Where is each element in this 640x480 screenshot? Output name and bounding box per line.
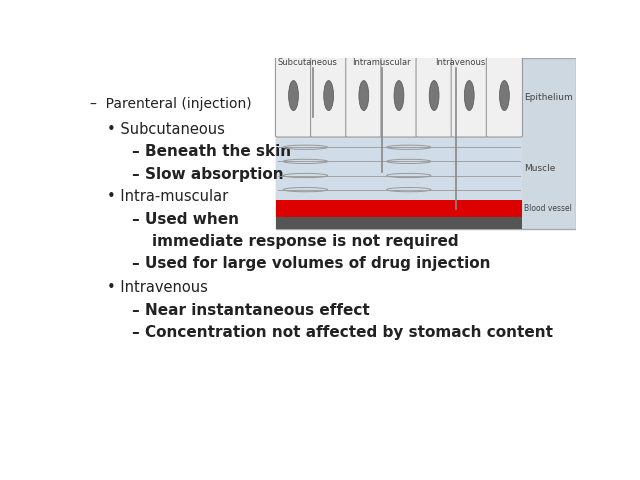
Ellipse shape <box>359 81 369 110</box>
FancyBboxPatch shape <box>486 57 522 137</box>
Ellipse shape <box>499 81 509 110</box>
Ellipse shape <box>465 81 474 110</box>
FancyBboxPatch shape <box>381 57 417 137</box>
FancyBboxPatch shape <box>276 137 522 200</box>
FancyBboxPatch shape <box>276 58 576 229</box>
Text: – Used for large volumes of drug injection: – Used for large volumes of drug injecti… <box>132 256 491 271</box>
Ellipse shape <box>394 81 404 110</box>
Text: • Intravenous: • Intravenous <box>108 280 208 295</box>
Text: Epithelium: Epithelium <box>524 93 573 102</box>
Text: immediate response is not required: immediate response is not required <box>152 234 458 249</box>
FancyBboxPatch shape <box>310 57 347 137</box>
FancyBboxPatch shape <box>276 58 522 137</box>
Text: – Concentration not affected by stomach content: – Concentration not affected by stomach … <box>132 325 553 340</box>
FancyBboxPatch shape <box>451 57 487 137</box>
FancyBboxPatch shape <box>276 200 522 217</box>
FancyBboxPatch shape <box>346 57 382 137</box>
Ellipse shape <box>289 81 298 110</box>
FancyBboxPatch shape <box>276 217 522 229</box>
Text: – Used when: – Used when <box>132 212 239 227</box>
Text: Blood vessel: Blood vessel <box>524 204 572 213</box>
Ellipse shape <box>429 81 439 110</box>
FancyBboxPatch shape <box>275 57 312 137</box>
Text: Subcutaneous: Subcutaneous <box>278 58 338 67</box>
Text: Intravenous: Intravenous <box>435 58 486 67</box>
Text: • Intra-muscular: • Intra-muscular <box>108 189 228 204</box>
Text: –  Parenteral (injection): – Parenteral (injection) <box>90 97 252 111</box>
Text: Intramuscular: Intramuscular <box>353 58 411 67</box>
Text: Muscle: Muscle <box>524 164 556 173</box>
Text: – Beneath the skin: – Beneath the skin <box>132 144 291 159</box>
Text: – Slow absorption: – Slow absorption <box>132 167 284 181</box>
Text: – Near instantaneous effect: – Near instantaneous effect <box>132 303 370 318</box>
Text: • Subcutaneous: • Subcutaneous <box>108 122 225 137</box>
FancyBboxPatch shape <box>416 57 452 137</box>
Ellipse shape <box>324 81 333 110</box>
